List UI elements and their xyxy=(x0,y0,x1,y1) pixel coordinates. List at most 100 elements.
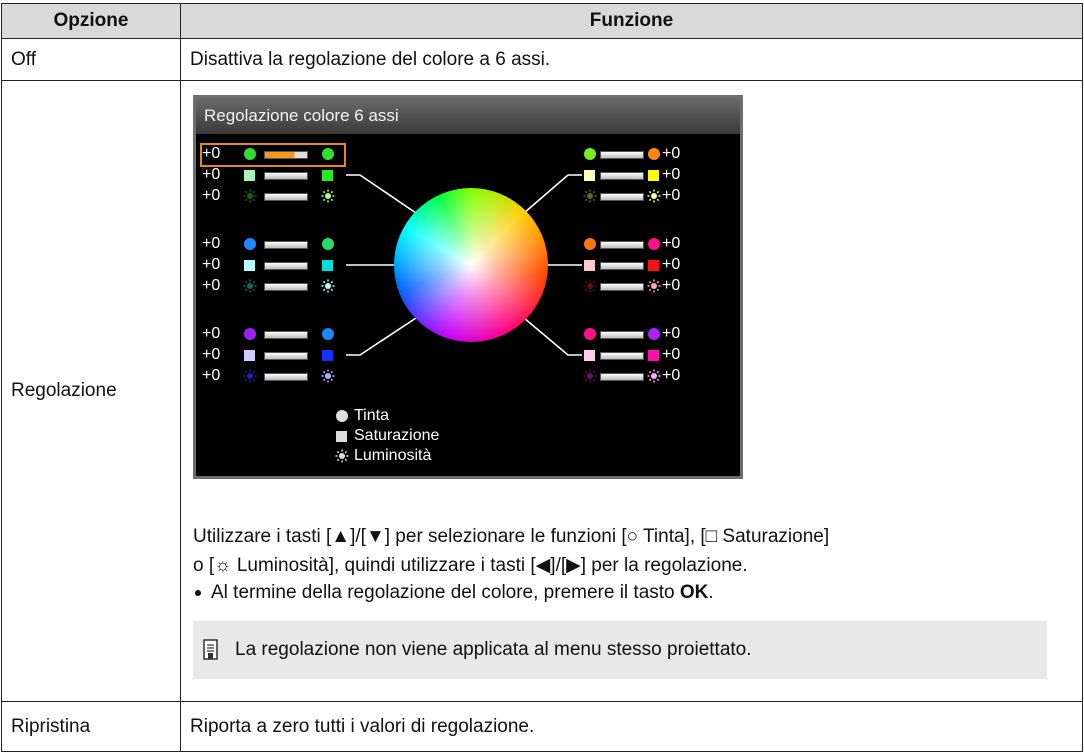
function-cell: Disattiva la regolazione del colore a 6 … xyxy=(180,38,1083,81)
slider xyxy=(264,373,308,381)
adjust-value: +0 xyxy=(662,325,681,342)
adjust-value: +0 xyxy=(202,256,221,273)
legend-label: Tinta xyxy=(354,407,389,424)
adjust-value: +0 xyxy=(662,166,681,183)
saturation-icon xyxy=(648,260,659,271)
table-row: Ripristina Riporta a zero tutti i valori… xyxy=(1,701,1083,752)
hue-icon xyxy=(648,328,660,340)
adjust-value: +0 xyxy=(662,235,681,252)
legend-label: Saturazione xyxy=(354,427,440,444)
slider xyxy=(600,331,644,339)
option-cell: Regolazione xyxy=(1,80,181,702)
slider xyxy=(600,352,644,360)
slider xyxy=(600,172,644,180)
saturation-icon xyxy=(336,431,347,442)
adjust-value: +0 xyxy=(202,166,221,183)
table-row: Regolazione Regolazione colore 6 assi xyxy=(1,80,1083,702)
brightness-icon xyxy=(243,369,257,383)
slider xyxy=(600,262,644,270)
hue-icon xyxy=(584,328,596,340)
selection-box xyxy=(200,143,346,167)
saturation-icon xyxy=(244,170,255,181)
hue-icon xyxy=(584,238,596,250)
brightness-icon xyxy=(647,189,661,203)
option-cell: Ripristina xyxy=(1,701,181,752)
slider xyxy=(264,193,308,201)
color-wheel xyxy=(394,188,548,342)
brightness-icon xyxy=(583,189,597,203)
instruction-line: o [☼ Luminosità], quindi utilizzare i ta… xyxy=(193,555,748,576)
hue-icon xyxy=(244,328,256,340)
saturation-icon xyxy=(584,260,595,271)
adjust-value: +0 xyxy=(662,187,681,204)
adjust-value: +0 xyxy=(202,325,221,342)
key-name: OK xyxy=(679,582,709,603)
adjust-value: +0 xyxy=(662,367,681,384)
header-cell: Opzione xyxy=(1,3,181,39)
slider xyxy=(264,241,308,249)
slider xyxy=(600,193,644,201)
header-cell: Funzione xyxy=(180,3,1083,39)
adjust-value: +0 xyxy=(202,346,221,363)
bullet-end: . xyxy=(708,582,714,603)
function-cell: Regolazione colore 6 assi +0 +0 +0 +0 +0 +0 +0… xyxy=(180,80,1083,702)
brightness-icon xyxy=(583,369,597,383)
adjust-value: +0 xyxy=(662,145,681,162)
brightness-icon xyxy=(321,279,335,293)
option-cell: Off xyxy=(1,38,181,81)
header-row: Opzione Funzione xyxy=(1,3,1083,39)
adjust-value: +0 xyxy=(662,256,681,273)
function-cell: Riporta a zero tutti i valori di regolaz… xyxy=(180,701,1083,752)
slider xyxy=(600,241,644,249)
brightness-icon xyxy=(647,279,661,293)
adjust-value: +0 xyxy=(202,145,221,162)
note-text: La regolazione non viene applicata al me… xyxy=(235,639,752,660)
osd-title: Regolazione colore 6 assi xyxy=(196,98,740,134)
adjust-value: +0 xyxy=(662,277,681,294)
adjust-value: +0 xyxy=(202,367,221,384)
saturation-icon xyxy=(584,350,595,361)
osd-connectors xyxy=(346,174,582,356)
slider xyxy=(264,283,308,291)
brightness-icon xyxy=(321,189,335,203)
instruction-line: Utilizzare i tasti [▲]/[▼] per seleziona… xyxy=(193,526,830,547)
slider xyxy=(264,352,308,360)
brightness-icon xyxy=(647,369,661,383)
saturation-icon xyxy=(584,170,595,181)
hue-icon xyxy=(244,238,256,250)
adjust-value: +0 xyxy=(202,277,221,294)
hue-icon xyxy=(648,238,660,250)
hue-icon xyxy=(322,238,334,250)
slider xyxy=(264,262,308,270)
brightness-icon xyxy=(335,449,349,463)
saturation-icon xyxy=(322,170,333,181)
bullet xyxy=(195,589,201,596)
osd-screenshot: Regolazione colore 6 assi +0 +0 +0 +0 +0 +0 +0… xyxy=(193,95,743,479)
brightness-icon xyxy=(243,189,257,203)
function-table: Opzione Funzione Off Disattiva la regola… xyxy=(1,3,1083,752)
saturation-icon xyxy=(322,350,333,361)
bullet-item: Al termine della regolazione del colore,… xyxy=(193,582,714,604)
slider xyxy=(600,373,644,381)
saturation-icon xyxy=(244,350,255,361)
legend-label: Luminosità xyxy=(354,447,432,464)
saturation-icon xyxy=(322,260,333,271)
saturation-icon xyxy=(648,170,659,181)
slider xyxy=(600,283,644,291)
bullet-text: Al termine della regolazione del colore,… xyxy=(211,582,680,603)
table-row: Off Disattiva la regolazione del colore … xyxy=(1,38,1083,81)
slider xyxy=(264,151,308,159)
brightness-icon xyxy=(583,279,597,293)
adjust-value: +0 xyxy=(202,187,221,204)
note-box: La regolazione non viene applicata al me… xyxy=(193,621,1047,679)
slider xyxy=(264,172,308,180)
saturation-icon xyxy=(648,350,659,361)
hue-icon xyxy=(648,148,660,160)
adjust-value: +0 xyxy=(662,346,681,363)
adjust-value: +0 xyxy=(202,235,221,252)
hue-icon xyxy=(322,148,334,160)
hue-icon xyxy=(336,410,348,422)
slider xyxy=(264,331,308,339)
slider xyxy=(600,151,644,159)
